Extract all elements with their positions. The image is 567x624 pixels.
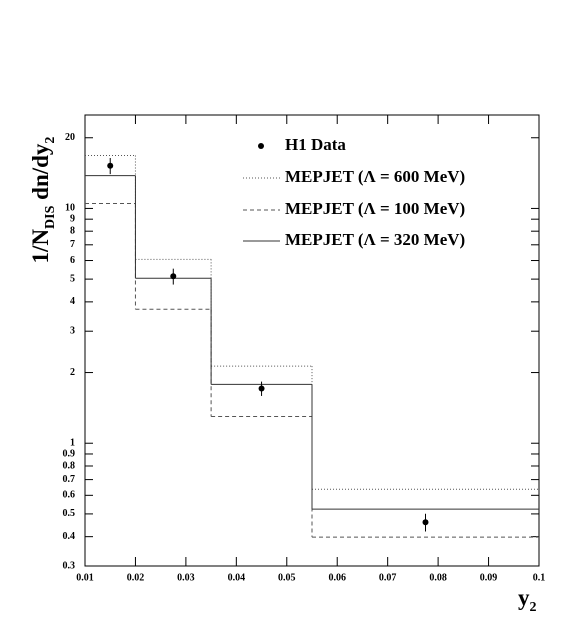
y-label-sub: DIS (43, 205, 58, 229)
plot-frame (84, 114, 540, 567)
y-tick-label: 7 (70, 239, 75, 250)
y-label-sub: 2 (43, 137, 58, 144)
legend-label: MEPJET (Λ = 600 MeV) (285, 167, 465, 186)
x-tick-label: 0.01 (76, 572, 94, 583)
legend-label: MEPJET (Λ = 100 MeV) (285, 199, 465, 218)
y-tick-label: 2 (70, 367, 75, 378)
data-point (258, 385, 265, 392)
x-axis-label: y2 (518, 585, 537, 615)
x-tick-label: 0.09 (480, 572, 498, 583)
y-tick-label: 0.5 (63, 508, 76, 519)
y-label-part: 1/N (28, 229, 53, 264)
y-tick-label: 6 (70, 255, 75, 266)
y-tick-label: 1 (70, 438, 75, 449)
legend-label: H1 Data (285, 135, 346, 154)
y-tick-label: 9 (70, 213, 75, 224)
x-tick-label: 0.02 (127, 572, 145, 583)
y-tick-label: 0.8 (63, 460, 76, 471)
y-tick-label: 20 (65, 132, 75, 143)
x-tick-label: 0.07 (379, 572, 397, 583)
x-label-sub: 2 (530, 600, 537, 615)
x-label-part: y (518, 585, 530, 610)
data-point (107, 162, 114, 169)
x-tick-label: 0.05 (278, 572, 296, 583)
x-tick-label: 0.04 (228, 572, 246, 583)
y-tick-label: 0.7 (63, 474, 76, 485)
y-tick-label: 5 (70, 273, 75, 284)
y-tick-label: 0.9 (63, 448, 76, 459)
y-tick-label: 0.4 (63, 531, 76, 542)
y-tick-label: 3 (70, 326, 75, 337)
y-tick-label: 8 (70, 225, 75, 236)
y-tick-label: 4 (70, 296, 75, 307)
y-tick-label: 0.6 (63, 490, 76, 501)
x-tick-label: 0.06 (328, 572, 346, 583)
y-label-part: dn/dy (28, 143, 53, 206)
x-tick-label: 0.03 (177, 572, 195, 583)
y-tick-label: 0.3 (63, 560, 76, 571)
data-point (422, 519, 429, 526)
legend-label: MEPJET (Λ = 320 MeV) (285, 230, 465, 249)
y-axis-label: 1/NDIS dn/dy2 (28, 137, 58, 264)
legend-marker (258, 143, 264, 149)
y-tick-label: 10 (65, 203, 75, 214)
x-tick-label: 0.1 (533, 572, 546, 583)
x-tick-label: 0.08 (429, 572, 447, 583)
data-point (170, 273, 177, 280)
